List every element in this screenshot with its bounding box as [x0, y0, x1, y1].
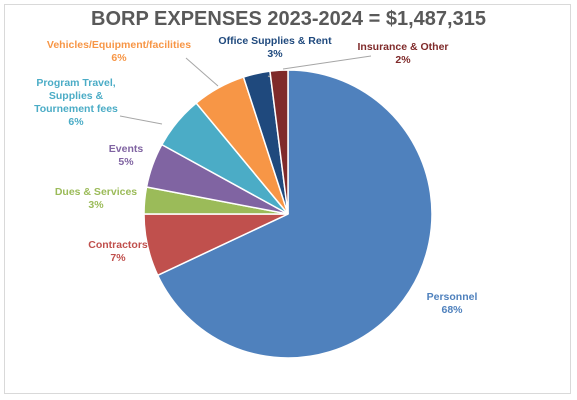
leader-line [185, 57, 219, 87]
data-label: Vehicles/Equipment/facilities 6% [47, 39, 191, 64]
data-label: Personnel 68% [427, 291, 478, 316]
data-label: Program Travel, Supplies & Tournement fees… [34, 77, 118, 128]
pie-slice-insurance-other [269, 69, 289, 215]
pie-slice-personnel [156, 69, 433, 359]
chart-title: BORP EXPENSES 2023-2024 = $1,487,315 [91, 8, 486, 30]
data-label: Dues & Services 3% [55, 186, 137, 211]
leader-line [119, 115, 163, 125]
data-label: Insurance & Other 2% [357, 41, 448, 66]
data-label: Contractors 7% [88, 239, 148, 264]
data-label: Events 5% [109, 143, 144, 168]
leader-line [282, 55, 372, 70]
data-label: Office Supplies & Rent 3% [218, 35, 332, 60]
